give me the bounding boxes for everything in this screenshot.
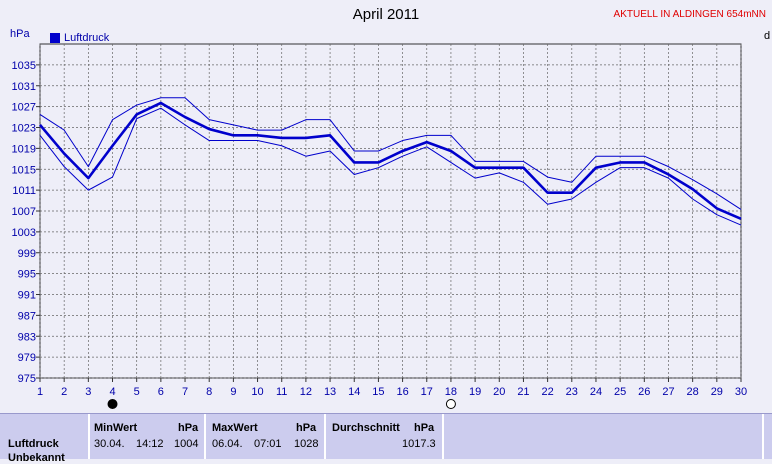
- x-tick-label: 24: [590, 386, 602, 398]
- max-unit: hPa: [296, 422, 317, 434]
- x-tick-label: 11: [276, 386, 287, 398]
- y-tick-label: 1023: [12, 123, 36, 135]
- y-tick-label: 995: [18, 269, 36, 281]
- empty-cell: [442, 414, 762, 459]
- x-tick-label: 23: [566, 386, 578, 398]
- y-tick-label: 1027: [12, 102, 36, 114]
- y-tick-label: 1011: [12, 185, 36, 197]
- edge-cell: [762, 414, 772, 459]
- y-tick-label: 991: [18, 290, 36, 302]
- max-date: 06.04.: [212, 438, 243, 450]
- y-tick-label: 987: [18, 310, 36, 322]
- y-tick-label: 1035: [12, 60, 36, 72]
- max-value: 1028: [294, 438, 319, 450]
- x-tick-label: 18: [445, 386, 457, 398]
- x-tick-label: 6: [158, 386, 164, 398]
- x-tick-label: 4: [109, 386, 115, 398]
- avg-cell: Durchschnitt hPa 1017.3: [324, 414, 442, 459]
- y-tick-label: 1031: [12, 81, 36, 93]
- x-tick-label: 25: [614, 386, 626, 398]
- row-label-2: Unbekannt: [8, 452, 65, 464]
- x-tick-label: 12: [300, 386, 312, 398]
- x-tick-label: 20: [493, 386, 505, 398]
- y-tick-label: 1003: [12, 227, 36, 239]
- x-tick-label: 15: [372, 386, 384, 398]
- min-cell: MinWert hPa 30.04. 14:12 1004: [88, 414, 204, 459]
- y-tick-label: 1015: [12, 164, 36, 176]
- min-value: 1004: [174, 438, 199, 450]
- chart-title: April 2011: [352, 6, 420, 23]
- stats-table: Luftdruck Unbekannt MinWert hPa 30.04. 1…: [0, 413, 772, 464]
- x-tick-label: 28: [687, 386, 699, 398]
- series-mean-line: [39, 101, 742, 221]
- avg-value: 1017.3: [402, 438, 436, 450]
- x-tick-label: 14: [348, 386, 360, 398]
- max-time: 07:01: [254, 438, 282, 450]
- x-tick-label: 21: [517, 386, 529, 398]
- x-tick-label: 17: [421, 386, 433, 398]
- moon-new-marker: [107, 399, 118, 409]
- x-tick-label: 10: [251, 386, 263, 398]
- x-tick-label: 3: [85, 386, 91, 398]
- x-tick-label: 9: [230, 386, 236, 398]
- moon-full-marker: [445, 399, 456, 409]
- y-tick-label: 983: [18, 331, 36, 343]
- x-tick-label: 26: [638, 386, 650, 398]
- max-header: MaxWert: [212, 422, 258, 434]
- x-tick-label: 5: [134, 386, 140, 398]
- station-label: AKTUELL IN ALDINGEN 654mNN: [613, 9, 766, 20]
- legend-label: Luftdruck: [64, 32, 110, 44]
- x-tick-label: 8: [206, 386, 212, 398]
- avg-unit: hPa: [414, 422, 435, 434]
- y-tick-label: 1007: [12, 206, 36, 218]
- min-unit: hPa: [178, 422, 199, 434]
- legend-swatch: [50, 33, 60, 43]
- y-tick-label: 979: [18, 352, 36, 364]
- x-tick-label: 7: [182, 386, 188, 398]
- y-tick-label: 999: [18, 248, 36, 260]
- right-edge-fragment: d: [764, 30, 771, 42]
- x-tick-label: 27: [662, 386, 674, 398]
- min-time: 14:12: [136, 438, 164, 450]
- y-tick-label: 975: [18, 373, 36, 385]
- legend: Luftdruck: [50, 32, 109, 44]
- x-tick-label: 16: [396, 386, 408, 398]
- row-label-luftdruck: Luftdruck: [8, 438, 59, 450]
- y-unit-label: hPa: [10, 28, 30, 40]
- max-cell: MaxWert hPa 06.04. 07:01 1028: [204, 414, 324, 459]
- x-tick-label: 13: [324, 386, 336, 398]
- series-min-line: [39, 107, 742, 226]
- x-tick-label: 1: [37, 386, 43, 398]
- min-header: MinWert: [94, 422, 138, 434]
- y-tick-label: 1019: [12, 143, 36, 155]
- series-max-line: [39, 97, 742, 210]
- x-tick-label: 29: [711, 386, 723, 398]
- x-tick-label: 22: [541, 386, 553, 398]
- x-tick-label: 30: [735, 386, 747, 398]
- x-tick-label: 19: [469, 386, 481, 398]
- x-tick-label: 2: [61, 386, 67, 398]
- avg-header: Durchschnitt: [332, 422, 400, 434]
- min-date: 30.04.: [94, 438, 125, 450]
- pressure-chart: 9759799839879919959991003100710111015101…: [12, 43, 747, 409]
